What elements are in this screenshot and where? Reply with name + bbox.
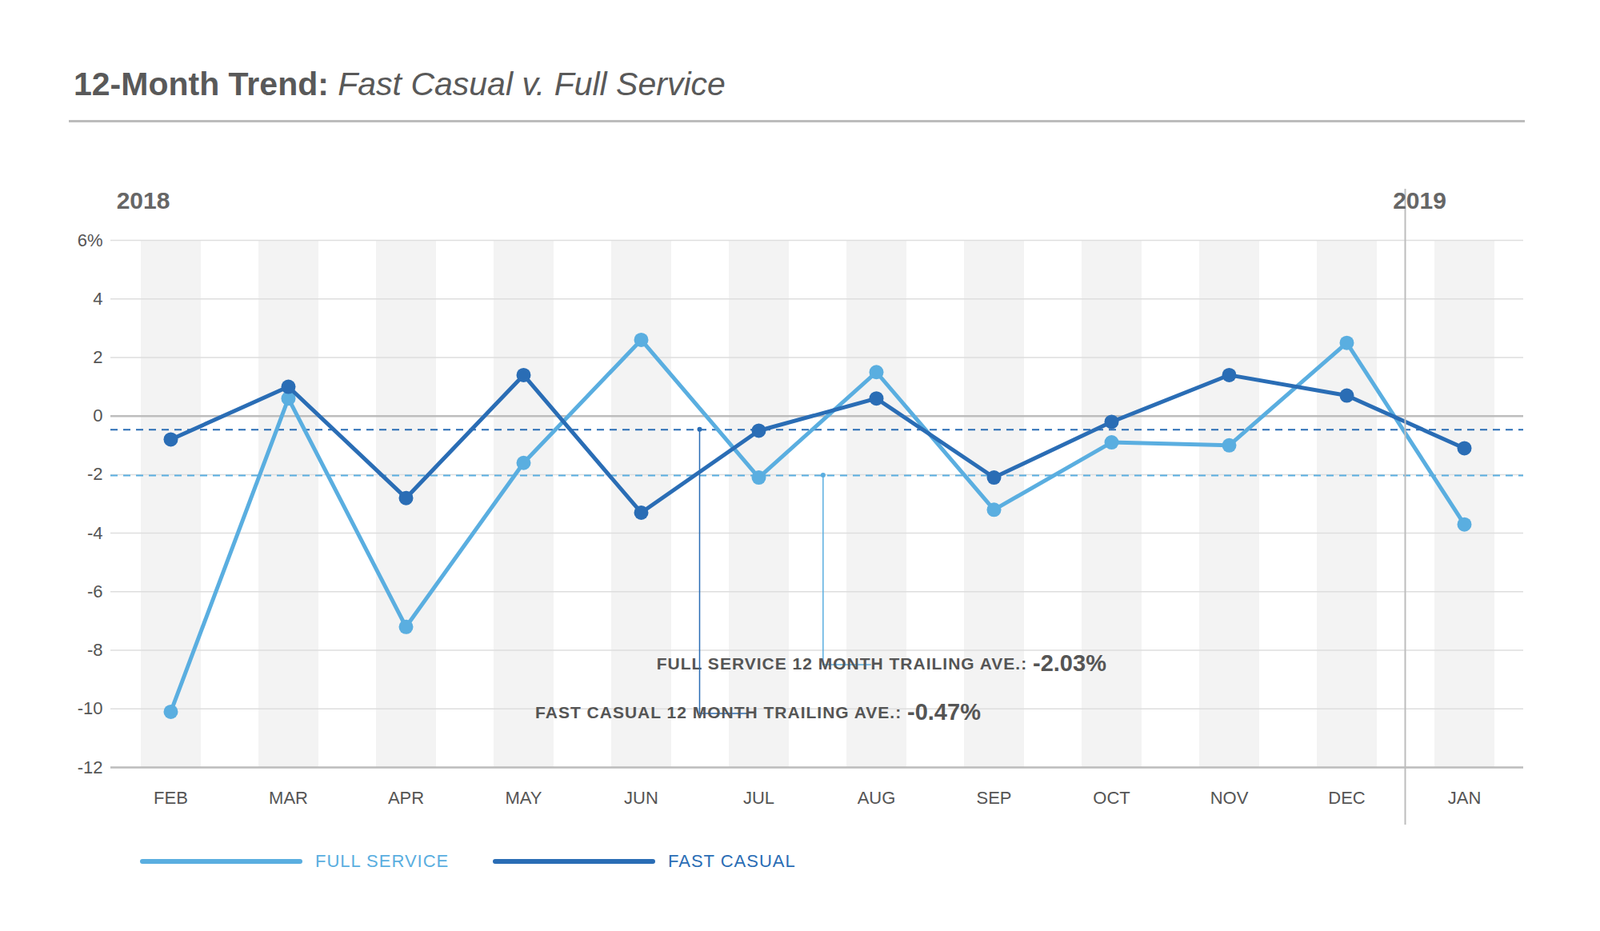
svg-text:JAN: JAN: [1448, 788, 1482, 808]
svg-text:OCT: OCT: [1092, 788, 1130, 808]
svg-text:FEB: FEB: [153, 788, 188, 808]
html-text:FULL SERVICE: FULL SERVICE: [315, 851, 450, 872]
svg-text:DEC: DEC: [1328, 788, 1366, 808]
svg-text:MAR: MAR: [268, 788, 308, 808]
svg-text:4: 4: [92, 288, 103, 309]
svg-text:-6: -6: [87, 581, 104, 602]
svg-text:-10: -10: [77, 698, 104, 719]
svg-text:FAST CASUAL 12 MONTH TRAILING: FAST CASUAL 12 MONTH TRAILING AVE.: -0.4…: [535, 699, 981, 725]
svg-text:-8: -8: [87, 640, 104, 660]
svg-text:0: 0: [92, 405, 103, 426]
svg-text:FULL SERVICE 12 MONTH TRAILING: FULL SERVICE 12 MONTH TRAILING AVE.: -2.…: [656, 650, 1107, 676]
svg-text:2019: 2019: [1392, 187, 1447, 214]
svg-text:-12: -12: [77, 757, 104, 778]
svg-text:2018: 2018: [116, 187, 171, 214]
svg-text:AUG: AUG: [857, 788, 896, 808]
svg-text:APR: APR: [388, 788, 424, 808]
svg-text:-2: -2: [87, 464, 104, 484]
svg-text:JUL: JUL: [743, 788, 775, 808]
svg-text:MAY: MAY: [504, 788, 542, 808]
svg-text:NOV: NOV: [1210, 788, 1249, 808]
svg-text:2: 2: [92, 347, 103, 368]
svg-text:6%: 6%: [77, 230, 104, 251]
svg-text:SEP: SEP: [976, 788, 1012, 808]
html-text:FAST CASUAL: FAST CASUAL: [668, 851, 796, 872]
svg-text:JUN: JUN: [624, 788, 659, 808]
html-text:12-Month Trend: Fast Casual v.: 12-Month Trend: Fast Casual v. Full Serv…: [73, 65, 726, 103]
svg-text:-4: -4: [87, 523, 104, 544]
